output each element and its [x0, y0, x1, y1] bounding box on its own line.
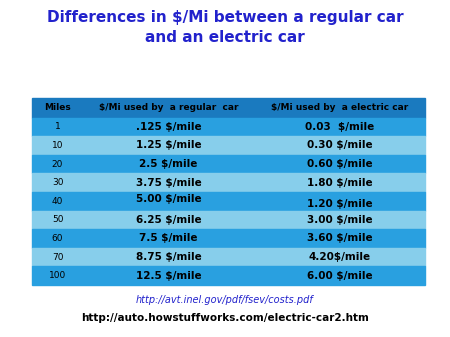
Text: 0.60 $/mile: 0.60 $/mile: [307, 159, 372, 169]
Text: 12.5 $/mile: 12.5 $/mile: [136, 271, 202, 281]
Text: 2.5 $/mile: 2.5 $/mile: [140, 159, 198, 169]
Bar: [32, 229, 425, 248]
Text: 50: 50: [52, 215, 63, 224]
Text: 0.30 $/mile: 0.30 $/mile: [307, 141, 372, 150]
Bar: [32, 155, 425, 173]
Bar: [32, 192, 425, 211]
Bar: [32, 136, 425, 155]
Text: http://avt.inel.gov/pdf/fsev/costs.pdf: http://avt.inel.gov/pdf/fsev/costs.pdf: [136, 295, 314, 305]
Text: .125 $/mile: .125 $/mile: [136, 122, 202, 132]
Text: 8.75 $/mile: 8.75 $/mile: [136, 252, 202, 262]
Text: 6.25 $/mile: 6.25 $/mile: [136, 215, 202, 225]
Text: 6.00 $/mile: 6.00 $/mile: [307, 271, 372, 281]
Text: Differences in $/Mi between a regular car
and an electric car: Differences in $/Mi between a regular ca…: [47, 10, 403, 45]
Text: 10: 10: [52, 141, 63, 150]
Bar: [32, 248, 425, 266]
Bar: [32, 211, 425, 229]
Text: http://auto.howstuffworks.com/electric-car2.htm: http://auto.howstuffworks.com/electric-c…: [81, 313, 369, 323]
Text: 30: 30: [52, 178, 63, 187]
Text: $/Mi used by  a regular  car: $/Mi used by a regular car: [99, 103, 239, 112]
Text: 7.5 $/mile: 7.5 $/mile: [140, 234, 198, 244]
Bar: [32, 118, 425, 136]
Text: 1: 1: [54, 122, 60, 131]
Bar: [32, 266, 425, 285]
Text: 3.00 $/mile: 3.00 $/mile: [307, 215, 372, 225]
Text: 1.25 $/mile: 1.25 $/mile: [136, 141, 202, 150]
Text: 70: 70: [52, 253, 63, 262]
Text: 20: 20: [52, 159, 63, 168]
Text: 3.60 $/mile: 3.60 $/mile: [307, 234, 372, 244]
Text: Miles: Miles: [44, 103, 71, 112]
Text: $/Mi used by  a electric car: $/Mi used by a electric car: [271, 103, 408, 112]
Text: 100: 100: [49, 271, 66, 280]
Text: 1.20 $/mile: 1.20 $/mile: [307, 199, 372, 209]
Bar: [32, 98, 425, 118]
Text: 0.03  $/mile: 0.03 $/mile: [305, 122, 374, 132]
Text: 60: 60: [52, 234, 63, 243]
Text: 5.00 $/mile: 5.00 $/mile: [136, 194, 202, 204]
Text: 4.20$/mile: 4.20$/mile: [308, 252, 371, 262]
Text: 1.80 $/mile: 1.80 $/mile: [307, 178, 372, 188]
Text: 40: 40: [52, 197, 63, 206]
Bar: [32, 173, 425, 192]
Text: 3.75 $/mile: 3.75 $/mile: [136, 178, 202, 188]
